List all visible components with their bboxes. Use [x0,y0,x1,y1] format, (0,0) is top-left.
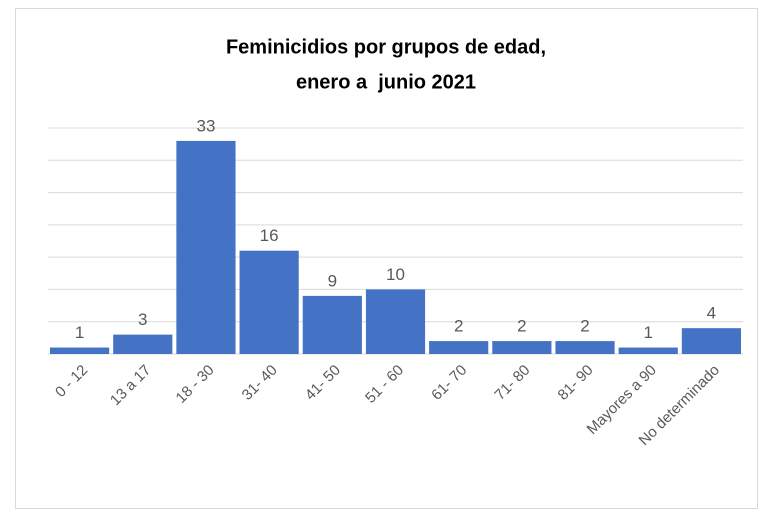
value-label: 16 [260,226,279,245]
value-label: 2 [580,317,589,336]
chart-title: enero a junio 2021 [296,71,476,93]
bar [239,250,299,354]
bar [618,347,678,354]
value-label: 10 [386,265,405,284]
bar [681,328,741,354]
value-label: 9 [328,271,337,290]
bar [302,295,362,354]
value-label: 2 [454,317,463,336]
value-label: 33 [196,116,215,135]
bar [365,289,426,354]
bar [176,140,236,354]
bar [429,341,489,354]
bar [113,334,173,354]
value-label: 1 [75,323,84,342]
chart-title: Feminicidios por grupos de edad, [226,36,546,58]
value-label: 3 [138,310,147,329]
bar [50,347,110,354]
value-label: 4 [707,304,716,323]
value-label: 1 [643,323,652,342]
bar [555,341,615,354]
value-label: 2 [517,317,526,336]
chart-border [15,8,758,509]
bar [492,341,552,354]
